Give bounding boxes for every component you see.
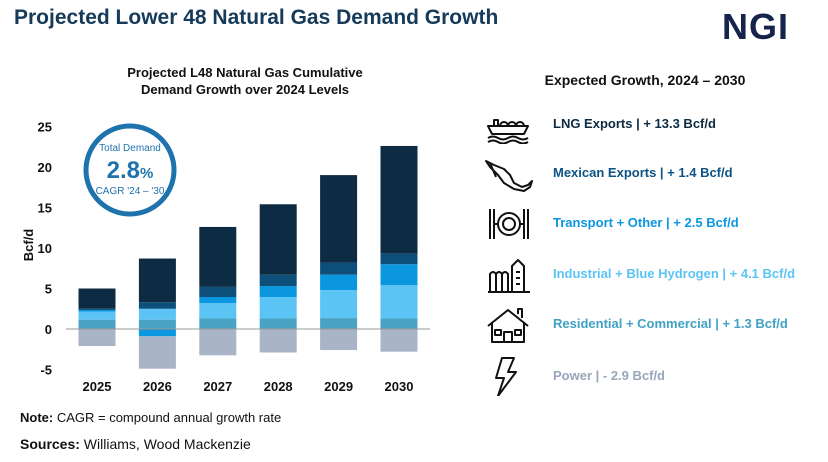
lightning-icon [484, 356, 534, 397]
bar-power-2025 [78, 329, 116, 347]
chart-title-line-2: Demand Growth over 2024 Levels [140, 82, 350, 97]
mexico-map-icon [484, 153, 534, 193]
bar-industrial-2027 [199, 303, 237, 319]
callout-sub: CAGR '24 – '30 [96, 186, 165, 197]
y-axis-label: Bcf/d [21, 229, 36, 262]
bar-residential-2030 [380, 318, 418, 329]
callout-value: 2.8 [107, 157, 140, 184]
x-tick-label: 2025 [83, 379, 112, 394]
lng-ship-icon [484, 104, 534, 145]
bar-mexican-2029 [320, 262, 358, 275]
bar-mexican-2026 [138, 302, 176, 309]
bar-mexican-2027 [199, 286, 237, 298]
note-label: Note: [20, 410, 54, 425]
chart-title-line-1: Projected L48 Natural Gas Cumulative [127, 65, 363, 80]
x-tick-label: 2027 [203, 379, 232, 394]
ngi-logo: NGI [722, 6, 790, 47]
bar-transport-2029 [320, 274, 358, 291]
legend-item: Residential + Commercial | + 1.3 Bcf/d [553, 316, 788, 331]
y-tick-label: 5 [45, 282, 52, 297]
legend-item: LNG Exports | + 13.3 Bcf/d [553, 116, 716, 131]
bar-lng-2026 [138, 258, 176, 303]
bar-power-2030 [380, 329, 418, 352]
bar-mexican-2025 [78, 308, 116, 310]
legend-item: Transport + Other | + 2.5 Bcf/d [553, 215, 739, 230]
bar-lng-2029 [320, 175, 358, 263]
note-text: CAGR = compound annual growth rate [53, 410, 282, 425]
bar-transport-2026 [138, 329, 176, 337]
callout-label: Total Demand [99, 143, 161, 154]
x-tick-label: 2030 [385, 379, 414, 394]
bar-residential-2026 [138, 319, 176, 329]
pipeline-valve-icon [484, 203, 534, 243]
bar-industrial-2026 [138, 308, 176, 320]
y-tick-label: -5 [40, 363, 52, 378]
bar-lng-2027 [199, 226, 237, 287]
bar-industrial-2030 [380, 285, 418, 319]
bar-mexican-2028 [259, 274, 297, 287]
y-tick-label: 20 [38, 160, 52, 175]
x-tick-label: 2029 [324, 379, 353, 394]
bar-residential-2029 [320, 318, 358, 329]
bar-power-2028 [259, 329, 297, 353]
x-tick-label: 2026 [143, 379, 172, 394]
bar-power-2027 [199, 329, 237, 356]
bar-power-2026 [138, 336, 176, 369]
x-tick-label: 2028 [264, 379, 293, 394]
sources-label: Sources: [20, 436, 80, 452]
bar-residential-2028 [259, 318, 297, 329]
y-tick-label: 10 [38, 241, 52, 256]
sources-text: Williams, Wood Mackenzie [79, 436, 251, 452]
chart-title: Projected L48 Natural Gas Cumulative Dem… [90, 64, 400, 98]
bar-industrial-2029 [320, 290, 358, 319]
page-title: Projected Lower 48 Natural Gas Demand Gr… [14, 6, 499, 29]
callout-unit: % [140, 165, 153, 182]
y-tick-label: 15 [38, 201, 52, 216]
total-demand-callout: Total Demand 2.8% CAGR '24 – '30 [83, 123, 177, 217]
bar-residential-2027 [199, 318, 237, 329]
legend-item: Mexican Exports | + 1.4 Bcf/d [553, 165, 733, 180]
bar-transport-2028 [259, 286, 297, 298]
bar-industrial-2025 [78, 311, 116, 320]
y-tick-label: 25 [38, 120, 52, 135]
bar-mexican-2030 [380, 253, 418, 265]
legend-title: Expected Growth, 2024 – 2030 [544, 72, 746, 88]
bar-transport-2030 [380, 264, 418, 286]
legend-item: Industrial + Blue Hydrogen | + 4.1 Bcf/d [553, 266, 796, 281]
house-icon [484, 304, 534, 344]
sources: Sources: Williams, Wood Mackenzie [20, 436, 251, 452]
legend-item: Power | - 2.9 Bcf/d [553, 368, 665, 383]
bar-lng-2028 [259, 204, 297, 275]
bar-lng-2030 [380, 145, 418, 254]
bar-lng-2025 [78, 288, 116, 309]
y-tick-label: 0 [45, 322, 52, 337]
bar-industrial-2028 [259, 297, 297, 319]
bar-transport-2027 [199, 297, 237, 304]
bar-transport-2025 [78, 309, 116, 312]
note: Note: CAGR = compound annual growth rate [20, 410, 281, 425]
bar-power-2029 [320, 329, 358, 351]
bar-residential-2025 [78, 319, 116, 329]
callout-value-group: 2.8% [107, 157, 154, 184]
factory-icon [484, 254, 534, 294]
